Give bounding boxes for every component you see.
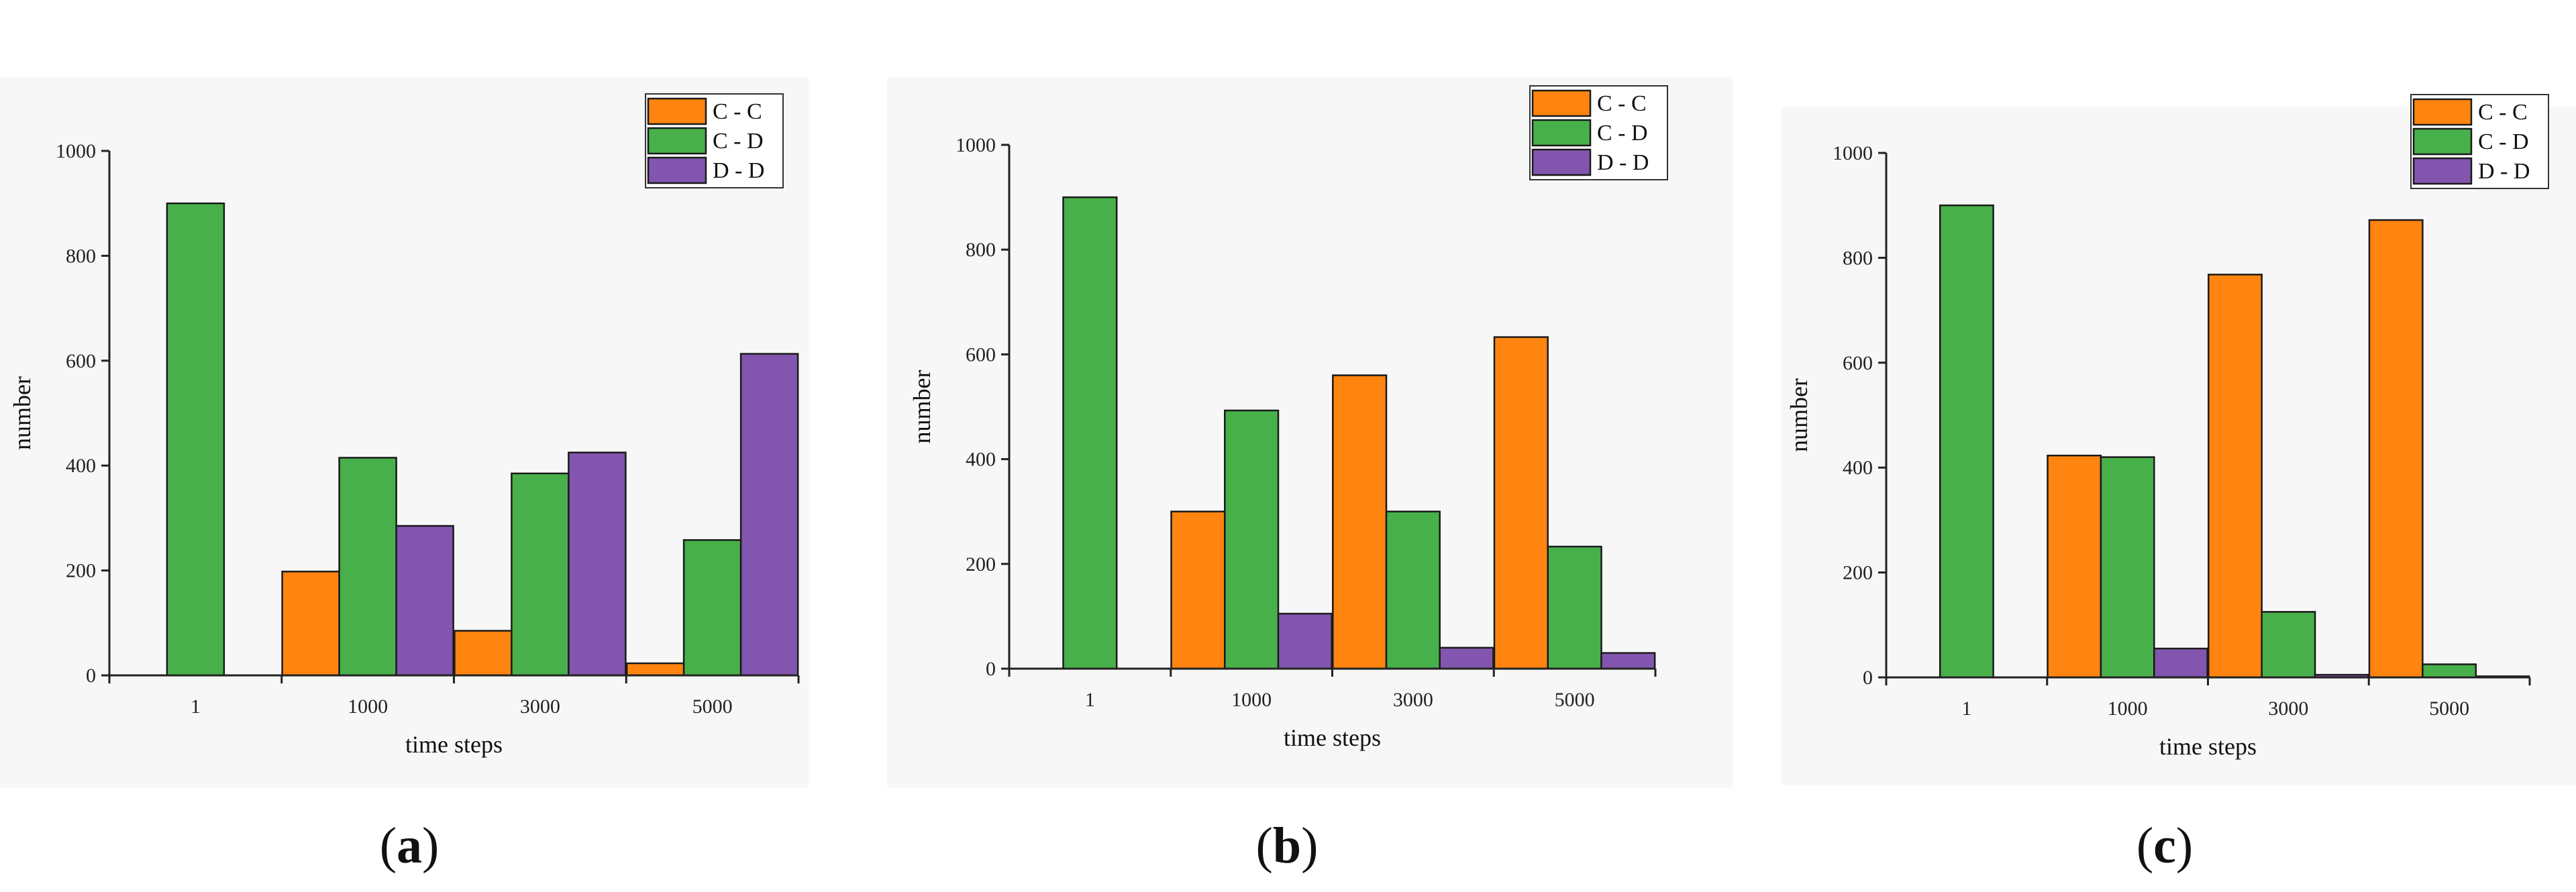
legend-swatch bbox=[1531, 119, 1592, 147]
bar-c-c-3000 bbox=[2208, 274, 2263, 679]
x-tick-label: 5000 bbox=[2429, 698, 2469, 720]
y-tick-label: 400 bbox=[966, 449, 996, 471]
legend-swatch bbox=[1531, 148, 1592, 176]
y-tick-label: 0 bbox=[86, 665, 96, 687]
bar-c-c-1000 bbox=[2047, 454, 2102, 679]
y-tick-label: 600 bbox=[966, 343, 996, 366]
caption-a: (a) bbox=[379, 818, 440, 874]
plot-background bbox=[1781, 107, 2576, 785]
y-tick-label: 800 bbox=[1843, 247, 1873, 269]
x-tick-label: 1000 bbox=[1231, 689, 1272, 711]
legend-swatch bbox=[2412, 127, 2473, 156]
legend-label: D - D bbox=[713, 158, 764, 183]
y-axis-label: number bbox=[9, 376, 36, 450]
bar-c-d-5000 bbox=[2422, 663, 2477, 679]
x-tick-label: 3000 bbox=[2268, 698, 2308, 720]
y-axis-label: number bbox=[909, 370, 935, 444]
chart-panel-a: 0 200 400 600 800 1000 1 1000 3000 5000 time steps… bbox=[0, 77, 809, 788]
legend-label: C - C bbox=[1597, 91, 1647, 116]
caption-letter: a bbox=[397, 818, 422, 874]
legend-swatch bbox=[2412, 98, 2473, 126]
bar-d-d-5000 bbox=[1600, 652, 1656, 670]
legend-label: C - C bbox=[2478, 100, 2528, 125]
bar-c-c-5000 bbox=[2368, 219, 2424, 679]
bar-c-c-5000 bbox=[625, 662, 685, 677]
bar-c-c-1000 bbox=[1170, 510, 1226, 670]
bar-c-d-5000 bbox=[682, 539, 742, 677]
x-axis-label: time steps bbox=[1284, 724, 1381, 751]
x-tick-label: 1000 bbox=[348, 695, 388, 718]
y-tick-label: 0 bbox=[986, 658, 996, 680]
bar-c-d-1 bbox=[1939, 204, 1994, 679]
y-tick-label: 400 bbox=[1843, 457, 1873, 479]
bar-d-d-1000 bbox=[2153, 647, 2208, 679]
y-tick-label: 200 bbox=[1843, 562, 1873, 584]
caption-letter: b bbox=[1272, 818, 1302, 874]
y-tick-label: 0 bbox=[1863, 667, 1873, 689]
y-tick-label: 1000 bbox=[1833, 142, 1873, 164]
bar-c-d-1 bbox=[166, 202, 225, 677]
legend-swatch bbox=[647, 127, 707, 155]
x-tick-label: 1 bbox=[1961, 698, 1971, 720]
chart-panel-c: 0 200 400 600 800 1000 1 1000 3000 5000 time steps… bbox=[1781, 94, 2576, 785]
x-axis-label: time steps bbox=[405, 731, 503, 758]
legend: C - C C - D D - D bbox=[1529, 85, 1668, 180]
bar-c-c-3000 bbox=[454, 630, 513, 677]
caption-c: (c) bbox=[2136, 818, 2194, 874]
y-tick-label: 200 bbox=[66, 560, 96, 582]
bar-c-d-1000 bbox=[1224, 409, 1280, 670]
caption-b: (b) bbox=[1255, 818, 1319, 874]
bar-d-d-3000 bbox=[568, 451, 627, 677]
y-tick-label: 1000 bbox=[956, 134, 996, 156]
bar-c-c-3000 bbox=[1332, 374, 1388, 670]
y-axis-label: number bbox=[1786, 378, 1812, 452]
legend: C - C C - D D - D bbox=[2410, 94, 2549, 189]
legend-swatch bbox=[647, 156, 707, 184]
x-tick-label: 5000 bbox=[1555, 689, 1595, 711]
legend-swatch bbox=[1531, 89, 1592, 117]
legend-swatch bbox=[2412, 157, 2473, 185]
legend-label: C - D bbox=[2478, 129, 2529, 154]
bar-d-d-3000 bbox=[1439, 647, 1494, 670]
plot-background bbox=[887, 77, 1733, 788]
legend-label: C - D bbox=[1597, 121, 1648, 146]
legend-label: C - C bbox=[713, 99, 762, 124]
x-tick-label: 3000 bbox=[520, 695, 560, 718]
caption-letter: c bbox=[2153, 818, 2176, 874]
bar-c-d-3000 bbox=[1385, 510, 1441, 670]
y-tick-label: 200 bbox=[966, 553, 996, 575]
legend-label: D - D bbox=[2478, 159, 2530, 184]
y-tick-label: 800 bbox=[966, 239, 996, 261]
bar-c-d-3000 bbox=[2261, 611, 2316, 679]
legend-label: C - D bbox=[713, 129, 764, 154]
chart-panel-b: 0 200 400 600 800 1000 1 1000 3000 5000 time steps… bbox=[887, 77, 1733, 788]
bar-c-d-1000 bbox=[338, 457, 397, 677]
x-tick-label: 1 bbox=[191, 695, 201, 718]
y-tick-label: 600 bbox=[1843, 352, 1873, 374]
legend-label: D - D bbox=[1597, 150, 1649, 175]
bar-c-d-1000 bbox=[2100, 456, 2155, 679]
bar-c-d-5000 bbox=[1547, 545, 1602, 670]
bar-c-d-1 bbox=[1062, 196, 1118, 670]
x-tick-label: 5000 bbox=[692, 695, 733, 718]
bar-c-d-3000 bbox=[511, 472, 570, 677]
legend: C - C C - D D - D bbox=[645, 93, 784, 188]
legend-swatch bbox=[647, 97, 707, 125]
x-tick-label: 1 bbox=[1085, 689, 1095, 711]
y-tick-label: 600 bbox=[66, 350, 96, 372]
bar-d-d-1000 bbox=[1277, 612, 1333, 670]
y-tick-label: 1000 bbox=[56, 140, 96, 162]
x-axis-label: time steps bbox=[2159, 733, 2257, 760]
x-tick-label: 1000 bbox=[2108, 698, 2148, 720]
bar-c-c-1000 bbox=[281, 570, 340, 677]
bar-c-c-5000 bbox=[1493, 336, 1549, 670]
bar-d-d-5000 bbox=[739, 353, 799, 677]
y-tick-label: 800 bbox=[66, 245, 96, 267]
bar-d-d-1000 bbox=[395, 524, 454, 677]
x-tick-label: 3000 bbox=[1393, 689, 1433, 711]
y-tick-label: 400 bbox=[66, 455, 96, 477]
